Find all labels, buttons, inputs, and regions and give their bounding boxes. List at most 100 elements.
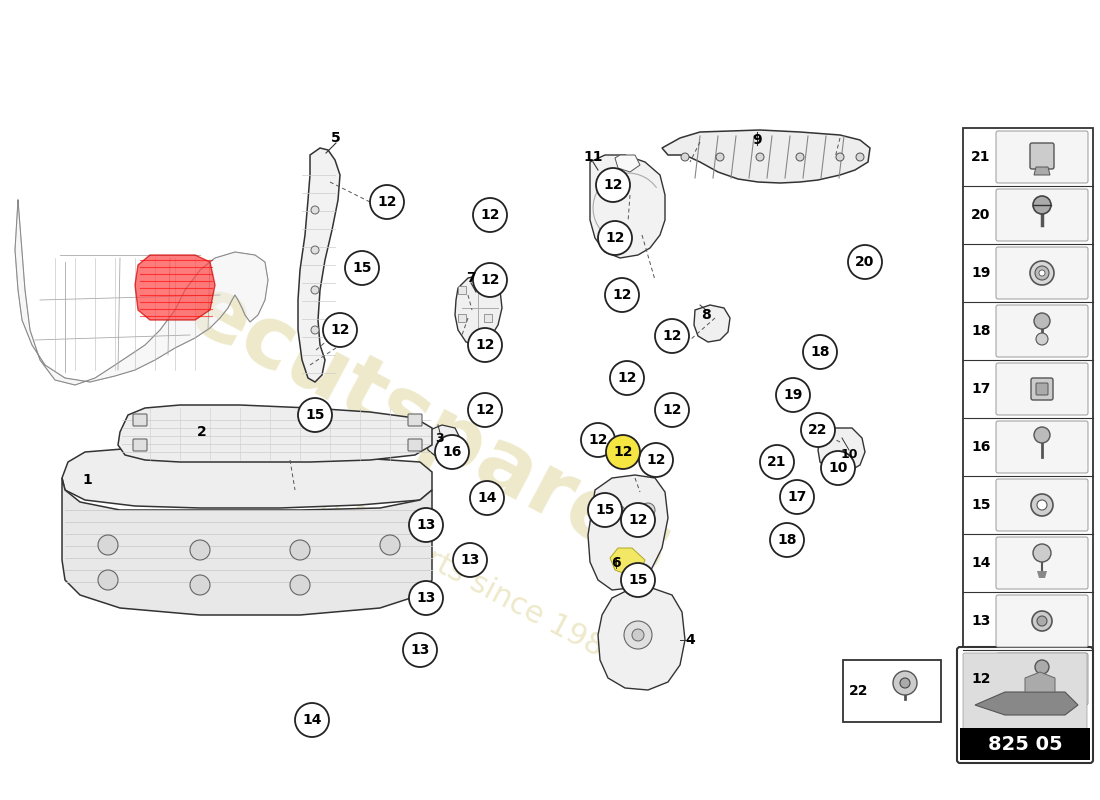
- Circle shape: [610, 361, 643, 395]
- Text: 22: 22: [808, 423, 827, 437]
- Text: 15: 15: [306, 408, 324, 422]
- Text: 12: 12: [377, 195, 397, 209]
- Text: 13: 13: [971, 614, 991, 628]
- Circle shape: [409, 508, 443, 542]
- Circle shape: [473, 263, 507, 297]
- Circle shape: [606, 435, 640, 469]
- Polygon shape: [975, 692, 1078, 715]
- Text: 20: 20: [971, 208, 991, 222]
- Circle shape: [409, 581, 443, 615]
- Circle shape: [836, 153, 844, 161]
- Circle shape: [453, 543, 487, 577]
- Polygon shape: [118, 405, 432, 462]
- Circle shape: [1040, 270, 1045, 276]
- Circle shape: [403, 633, 437, 667]
- Circle shape: [311, 246, 319, 254]
- Circle shape: [1037, 500, 1047, 510]
- FancyBboxPatch shape: [133, 439, 147, 451]
- Text: 18: 18: [971, 324, 991, 338]
- Text: 20: 20: [856, 255, 875, 269]
- Polygon shape: [615, 155, 640, 172]
- Circle shape: [1037, 616, 1047, 626]
- Text: 11: 11: [583, 150, 603, 164]
- FancyBboxPatch shape: [996, 305, 1088, 357]
- FancyBboxPatch shape: [843, 660, 940, 722]
- Text: 9: 9: [752, 133, 762, 147]
- Text: 4: 4: [685, 633, 695, 647]
- Circle shape: [654, 319, 689, 353]
- Circle shape: [98, 535, 118, 555]
- Polygon shape: [15, 200, 268, 385]
- Text: 3: 3: [436, 431, 444, 445]
- Circle shape: [770, 523, 804, 557]
- Text: 13: 13: [416, 591, 436, 605]
- Circle shape: [796, 153, 804, 161]
- Text: 13: 13: [410, 643, 430, 657]
- Circle shape: [379, 535, 400, 555]
- Polygon shape: [135, 255, 214, 320]
- Circle shape: [641, 503, 654, 517]
- FancyBboxPatch shape: [484, 286, 492, 294]
- Polygon shape: [426, 425, 460, 458]
- Text: 15: 15: [595, 503, 615, 517]
- Text: 14: 14: [302, 713, 321, 727]
- Text: 19: 19: [971, 266, 991, 280]
- Text: 14: 14: [971, 556, 991, 570]
- Circle shape: [468, 393, 502, 427]
- Circle shape: [1030, 261, 1054, 285]
- Circle shape: [295, 703, 329, 737]
- FancyBboxPatch shape: [1030, 143, 1054, 169]
- Circle shape: [190, 575, 210, 595]
- Text: 10: 10: [828, 461, 848, 475]
- Circle shape: [370, 185, 404, 219]
- Circle shape: [98, 570, 118, 590]
- Circle shape: [1031, 494, 1053, 516]
- Circle shape: [624, 621, 652, 649]
- Circle shape: [632, 629, 644, 641]
- Text: 12: 12: [617, 371, 637, 385]
- Circle shape: [1033, 544, 1050, 562]
- Text: 16: 16: [442, 445, 462, 459]
- Circle shape: [470, 481, 504, 515]
- FancyBboxPatch shape: [408, 439, 422, 451]
- Text: 12: 12: [971, 672, 991, 686]
- FancyBboxPatch shape: [996, 247, 1088, 299]
- Circle shape: [311, 286, 319, 294]
- Text: 8: 8: [701, 308, 711, 322]
- Circle shape: [654, 393, 689, 427]
- FancyBboxPatch shape: [408, 414, 422, 426]
- Text: 12: 12: [647, 453, 666, 467]
- Polygon shape: [590, 155, 666, 258]
- Circle shape: [1033, 196, 1050, 214]
- FancyBboxPatch shape: [996, 189, 1088, 241]
- Text: 21: 21: [971, 150, 991, 164]
- Circle shape: [1035, 266, 1049, 280]
- Circle shape: [639, 443, 673, 477]
- Circle shape: [323, 313, 358, 347]
- Text: 19: 19: [783, 388, 803, 402]
- Circle shape: [298, 398, 332, 432]
- FancyBboxPatch shape: [484, 314, 492, 322]
- Polygon shape: [298, 148, 340, 382]
- Circle shape: [856, 153, 864, 161]
- Polygon shape: [588, 475, 668, 590]
- Circle shape: [588, 493, 621, 527]
- Polygon shape: [455, 275, 502, 345]
- Circle shape: [621, 503, 654, 537]
- Polygon shape: [1037, 571, 1047, 578]
- Text: 17: 17: [971, 382, 991, 396]
- Text: ecutspares: ecutspares: [174, 268, 685, 592]
- Text: 12: 12: [662, 403, 682, 417]
- Text: 13: 13: [416, 518, 436, 532]
- Text: 12: 12: [613, 288, 631, 302]
- Circle shape: [1032, 611, 1052, 631]
- Circle shape: [290, 575, 310, 595]
- Circle shape: [803, 335, 837, 369]
- Circle shape: [1034, 313, 1050, 329]
- Text: 12: 12: [475, 403, 495, 417]
- Text: 13: 13: [460, 553, 480, 567]
- Circle shape: [598, 221, 632, 255]
- Text: 12: 12: [662, 329, 682, 343]
- Circle shape: [311, 326, 319, 334]
- Circle shape: [605, 278, 639, 312]
